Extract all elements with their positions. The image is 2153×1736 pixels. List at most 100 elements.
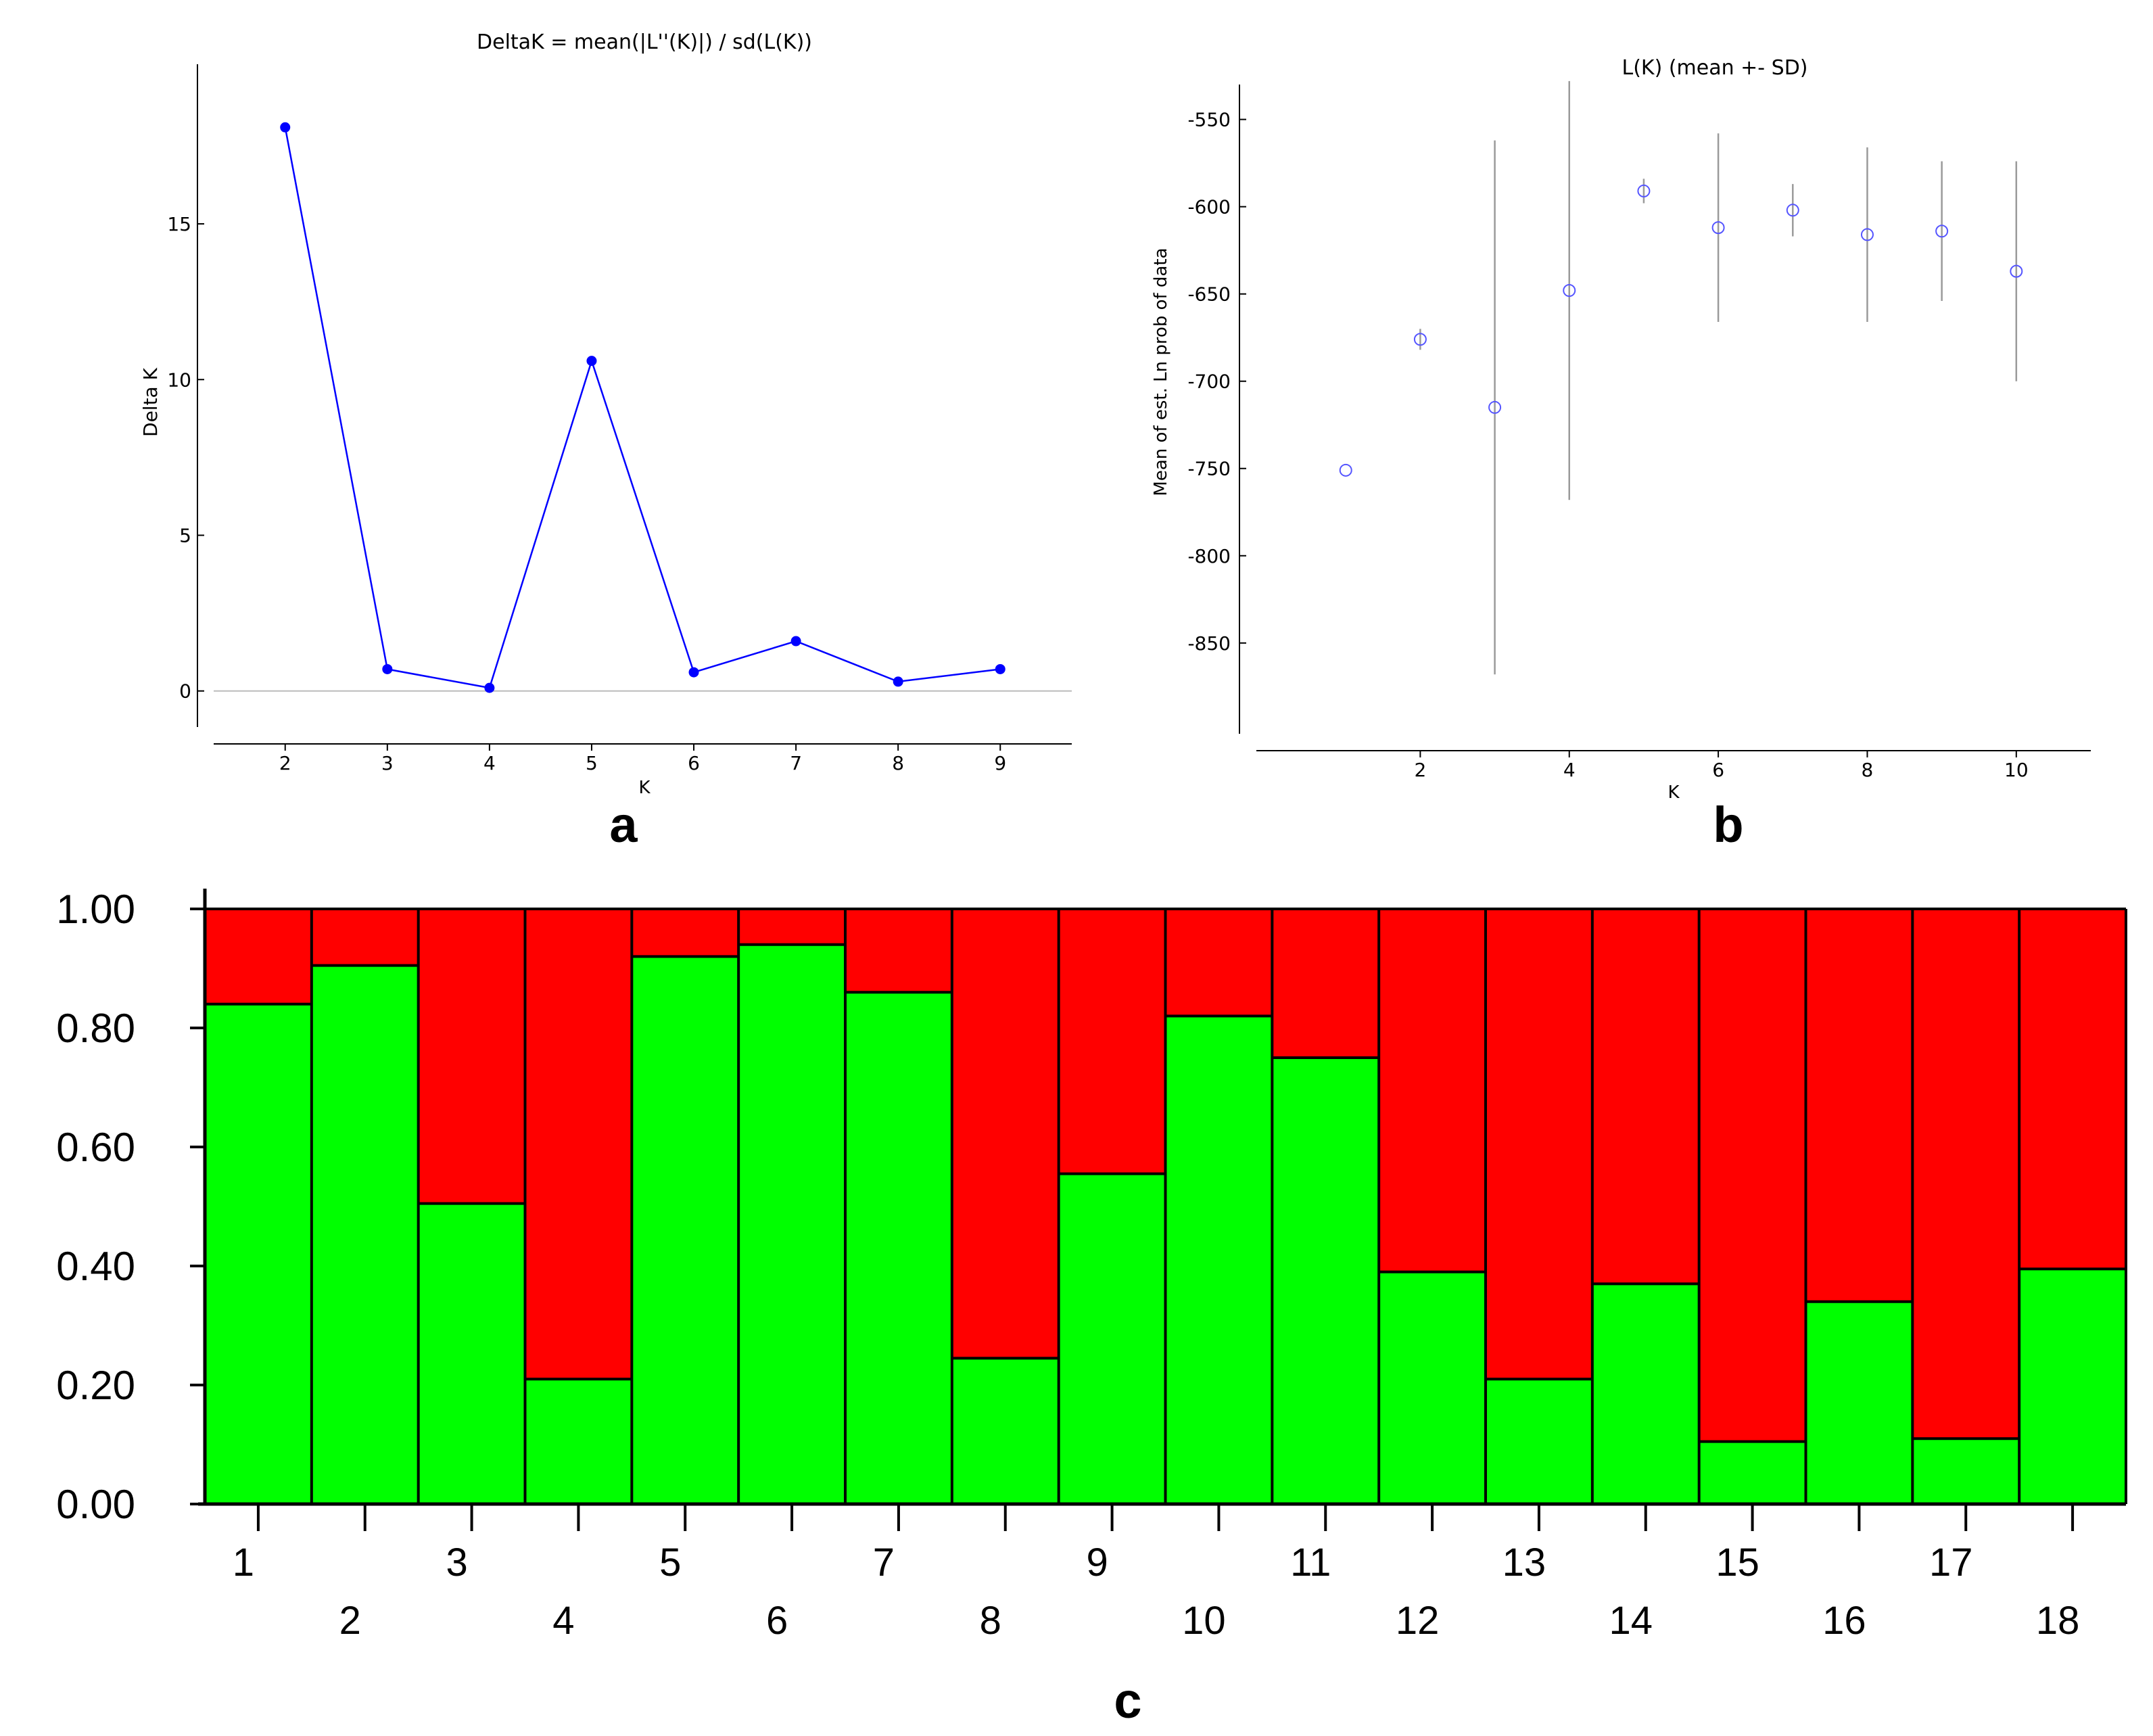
panel-c-bar-red-3 xyxy=(418,909,525,1204)
panel-c-x-tick-label: 16 xyxy=(1822,1599,1866,1643)
panel-c-x-tick-label: 15 xyxy=(1716,1541,1759,1585)
panel-c-x-tick-label: 4 xyxy=(552,1599,574,1643)
panel-a-x-tick-label: 5 xyxy=(586,752,598,774)
panel-b-y-tick-label: -700 xyxy=(1187,371,1231,393)
panel-b-point-k7 xyxy=(1786,204,1799,217)
panel-c-x-tick-label: 6 xyxy=(766,1599,788,1643)
panel-c-bar-red-17 xyxy=(1912,909,2020,1439)
panel-c-x-tick-label: 1 xyxy=(233,1541,254,1585)
panel-b-point-k2 xyxy=(1413,333,1427,346)
panel-c-bar-red-5 xyxy=(632,909,739,957)
panel-c-x-tick-label: 9 xyxy=(1086,1541,1108,1585)
panel-c-bar-red-1 xyxy=(205,909,312,1004)
panel-c-x-tick-label: 13 xyxy=(1503,1541,1546,1585)
panel-b-x-tick-label: 6 xyxy=(1712,759,1724,781)
panel-a-point-k6 xyxy=(688,667,699,678)
panel-a-x-tick-label: 2 xyxy=(279,752,291,774)
panel-b-point-k5 xyxy=(1637,184,1651,197)
panel-b-x-tick-label: 2 xyxy=(1414,759,1426,781)
panel-a-y-axis-label: Delta K xyxy=(139,367,162,437)
panel-c-bar-red-16 xyxy=(1805,909,1913,1302)
panel-c-bar-red-13 xyxy=(1486,909,1592,1380)
panel-c-x-tick-label: 11 xyxy=(1290,1541,1331,1585)
panel-b-y-tick-label: -850 xyxy=(1187,632,1231,655)
panel-b-y-tick-label: -650 xyxy=(1187,283,1231,306)
panel-a-x-axis-label: K xyxy=(638,778,650,798)
panel-c-bar-green-14 xyxy=(1592,1284,1699,1504)
panel-c-y-tick-label: 0.80 xyxy=(56,1006,135,1051)
panel-a-delta-k-plot: DeltaK = mean(|L''(K)|) / sd(L(K)) Delta… xyxy=(139,30,1072,798)
panel-c-x-tick-label: 14 xyxy=(1609,1599,1653,1643)
panel-a-x-tick-label: 6 xyxy=(688,752,700,774)
panel-b-x-tick-label: 4 xyxy=(1563,759,1576,781)
panel-label-b: b xyxy=(1713,797,1743,853)
panel-c-y-ticks: 0.00 0.20 0.40 0.60 0.80 1.00 xyxy=(56,887,205,1527)
panel-b-point-k8 xyxy=(1860,228,1874,241)
panel-c-x-tick-label: 3 xyxy=(446,1541,467,1585)
panel-c-bar-red-2 xyxy=(311,909,419,966)
panel-c-bar-red-15 xyxy=(1699,909,1806,1442)
panel-a-series-polyline xyxy=(284,127,1001,689)
panel-c-bar-red-11 xyxy=(1272,909,1379,1058)
panel-label-c: c xyxy=(1114,1672,1141,1729)
panel-b-y-axis-label: Mean of est. Ln prob of data xyxy=(1151,248,1171,496)
panel-c-y-tick-label: 0.20 xyxy=(56,1363,135,1408)
panel-c-x-tick-label: 17 xyxy=(1929,1541,1973,1585)
panel-c-bar-green-15 xyxy=(1699,1441,1806,1504)
panel-a-y-tick-label: 5 xyxy=(179,524,191,546)
panel-c-structure-bar-plot: 0.000.200.400.600.801.00 123456789101112… xyxy=(56,887,2127,1643)
panel-a-y-tick-label: 15 xyxy=(167,213,191,235)
panel-c-bar-green-7 xyxy=(845,992,952,1504)
panel-c-bar-red-12 xyxy=(1379,909,1486,1272)
panel-a-point-k5 xyxy=(586,356,597,367)
panel-b-y-tick-label: -800 xyxy=(1187,545,1231,567)
panel-c-bars xyxy=(204,909,2127,1504)
panel-a-y-tick-label: 10 xyxy=(167,369,191,391)
panel-a-x-tick-label: 8 xyxy=(892,752,904,774)
panel-c-bar-green-9 xyxy=(1058,1173,1166,1504)
panel-c-bar-green-1 xyxy=(205,1004,312,1504)
panel-c-y-tick-label: 1.00 xyxy=(56,887,135,932)
panel-b-title: L(K) (mean +- SD) xyxy=(1622,56,1808,80)
panel-a-x-tick-label: 7 xyxy=(790,752,802,774)
panel-a-x-tick-label: 3 xyxy=(381,752,394,774)
panel-a-series-line xyxy=(284,127,1001,689)
panel-b-point-k9 xyxy=(1935,225,1949,238)
panel-b-point-k6 xyxy=(1711,221,1725,235)
panel-c-bar-green-5 xyxy=(632,956,739,1504)
panel-b-point-k10 xyxy=(2010,264,2023,278)
panel-b-x-tick-label: 8 xyxy=(1862,759,1874,781)
panel-b-y-tick-label: -600 xyxy=(1187,196,1231,218)
panel-c-bar-green-17 xyxy=(1912,1438,2020,1504)
panel-c-bar-green-16 xyxy=(1805,1301,1913,1504)
panel-a-title: DeltaK = mean(|L''(K)|) / sd(L(K)) xyxy=(477,30,812,54)
panel-a-y-ticks: 0 5 10 15 xyxy=(167,213,204,703)
panel-c-axes xyxy=(198,889,2126,1506)
panel-label-a: a xyxy=(609,797,638,853)
panel-c-bar-red-9 xyxy=(1058,909,1166,1174)
panel-a-point-k7 xyxy=(790,636,801,647)
panel-a-x-tick-label: 9 xyxy=(994,752,1006,774)
panel-b-points xyxy=(1339,184,2023,477)
panel-b-x-tick-label: 10 xyxy=(2004,759,2029,781)
panel-c-bar-red-8 xyxy=(951,909,1059,1359)
panel-a-point-k4 xyxy=(484,682,495,693)
panel-c-bar-green-12 xyxy=(1379,1271,1486,1504)
panel-c-bar-red-4 xyxy=(525,909,632,1380)
panel-b-y-tick-label: -550 xyxy=(1187,109,1231,131)
panel-a-points xyxy=(280,122,1005,693)
panel-b-y-ticks: -550 -600 -650 -700 -750 -800 -850 xyxy=(1187,109,1246,655)
panel-c-bar-green-13 xyxy=(1486,1379,1592,1504)
panel-c-bar-green-18 xyxy=(2019,1269,2126,1504)
panel-c-x-tick-label: 12 xyxy=(1396,1599,1440,1643)
panel-b-likelihood-plot: L(K) (mean +- SD) Mean of est. Ln prob o… xyxy=(1151,56,2091,803)
panel-b-x-ticks: 2 4 6 8 10 xyxy=(1414,751,2029,781)
panel-c-x-tick-label: 8 xyxy=(980,1599,1001,1643)
panel-c-x-tick-label: 7 xyxy=(873,1541,895,1585)
panel-c-y-tick-label: 0.40 xyxy=(56,1244,135,1289)
panel-c-bar-green-4 xyxy=(525,1379,632,1504)
panel-c-x-tick-label: 2 xyxy=(339,1599,361,1643)
panel-c-bar-green-2 xyxy=(311,965,419,1504)
